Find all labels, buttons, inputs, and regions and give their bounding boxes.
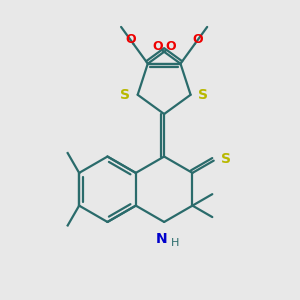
Text: O: O (166, 40, 176, 53)
Text: O: O (192, 32, 202, 46)
Text: N: N (156, 232, 167, 246)
Text: O: O (126, 32, 136, 46)
Text: S: S (221, 152, 231, 166)
Text: H: H (170, 238, 179, 248)
Text: O: O (152, 40, 163, 53)
Text: S: S (120, 88, 130, 102)
Text: S: S (198, 88, 208, 102)
